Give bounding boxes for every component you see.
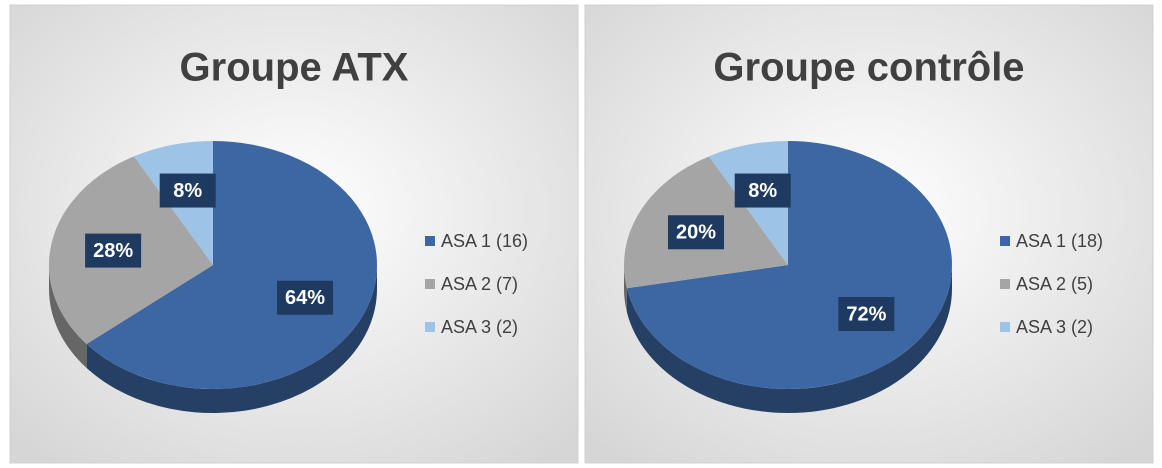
data-label-box [667,215,724,250]
legend-label: ASA 2 (5) [1016,274,1093,294]
data-label-box [838,297,895,332]
legend-swatch [425,279,435,289]
legend-label: ASA 1 (16) [441,231,528,251]
slice-side [624,265,627,313]
data-label: 72% [846,303,886,325]
legend-swatch [425,236,435,246]
data-label-box [277,280,334,315]
data-label-box [85,233,142,268]
legend-swatch [425,322,435,332]
data-label: 8% [748,180,777,202]
legend-label: ASA 3 (2) [441,317,518,337]
legend-swatch [1000,236,1010,246]
chart-title: Groupe ATX [180,46,409,90]
chart-title: Groupe contrôle [713,46,1024,90]
data-label: 8% [173,180,202,202]
legend-swatch [1000,322,1010,332]
data-label-box [159,173,216,208]
legend-label: ASA 1 (18) [1016,231,1103,251]
legend-swatch [1000,279,1010,289]
data-label-box [734,173,791,208]
slice-side [86,265,377,413]
legend-label: ASA 2 (7) [441,274,518,294]
slice [86,141,377,389]
data-label: 28% [93,240,133,262]
data-label: 20% [676,222,716,244]
legend-label: ASA 3 (2) [1016,317,1093,337]
data-label: 64% [285,287,325,309]
slice-side [48,265,87,369]
slice-side [626,265,952,413]
